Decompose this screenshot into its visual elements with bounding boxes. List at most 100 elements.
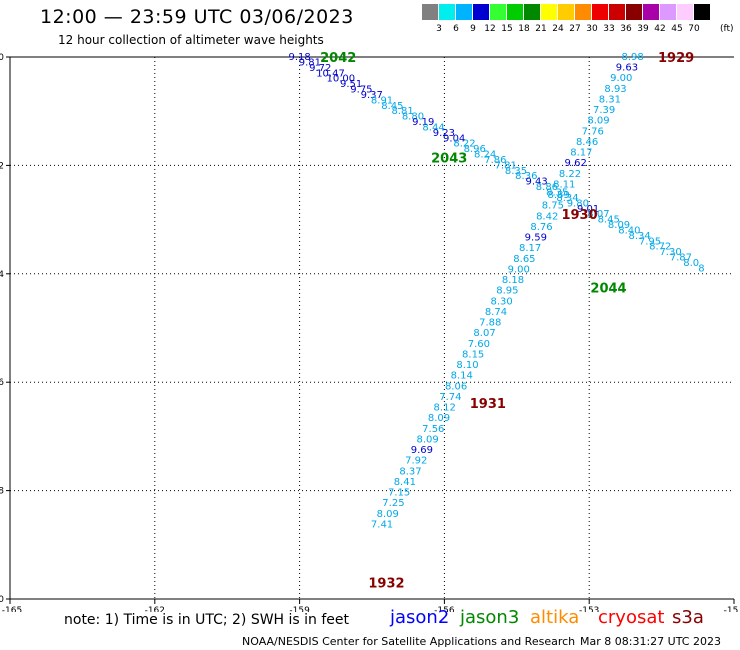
swh-point-track-b: 8.74 — [485, 307, 507, 318]
y-tick-label: -56 — [0, 378, 4, 388]
swh-point-track-b: 9.62 — [565, 158, 587, 169]
legend-s3a: s3a — [672, 607, 704, 628]
swh-point-track-b: 7.39 — [593, 105, 615, 116]
colorbar-label: 33 — [603, 24, 615, 34]
colorbar-swatch — [694, 4, 710, 20]
swh-point-track-b: 7.92 — [405, 456, 427, 467]
swh-point-track-b: 8.09 — [587, 116, 609, 127]
swh-point-track-b: 7.25 — [382, 498, 404, 509]
swh-point-track-b: 7.15 — [388, 488, 410, 499]
swh-point-track-b: 8.75 — [542, 201, 564, 212]
swh-point-track-a: 8.80 — [402, 112, 424, 123]
swh-point-track-b: 8.76 — [530, 222, 552, 233]
swh-point-track-a: 9.37 — [361, 90, 383, 101]
swh-point-track-b: 7.76 — [582, 126, 604, 137]
swh-point-track-a: 8.07 — [587, 209, 609, 220]
swh-point-track-a: 8.45 — [598, 215, 620, 226]
swh-point-track-a: 8.44 — [422, 122, 444, 133]
x-tick-label: -156 — [434, 606, 455, 612]
page-subtitle: 12 hour collection of altimeter wave hei… — [58, 33, 324, 47]
swh-point-track-b: 7.60 — [468, 339, 490, 350]
swh-point-track-b: 8.17 — [570, 148, 592, 159]
swh-point-track-a: 8.40 — [618, 225, 640, 236]
swh-point-track-a: 10.00 — [326, 74, 355, 85]
swh-point-track-b: 8.14 — [451, 371, 473, 382]
swh-point-track-b: 8.15 — [462, 349, 484, 360]
swh-point-track-a: 7.95 — [639, 236, 661, 247]
swh-point-track-a: 8.81 — [392, 106, 414, 117]
y-tick-label: -52 — [0, 161, 4, 171]
colorbar-label: 39 — [637, 24, 649, 34]
swh-point-track-b: 8.18 — [502, 275, 524, 286]
x-tick-label: -165 — [2, 606, 22, 612]
altimeter-plot: -165 -162 -159 -156 -153 -15 -50 -52 -54 -56 -58 -6… — [0, 51, 739, 612]
swh-point-track-b: 9.69 — [411, 445, 433, 456]
colorbar-label: 18 — [518, 24, 530, 34]
colorbar-label: 42 — [654, 24, 666, 34]
swh-point-track-b: 8.37 — [399, 466, 421, 477]
swh-point-track-b: 8.10 — [456, 360, 478, 371]
swh-point-track-a: 8.91 — [371, 95, 393, 106]
swh-point-track-b: 7.56 — [422, 424, 444, 435]
y-tick-label: -50 — [0, 53, 4, 63]
swh-point-track-a: 8.36 — [515, 171, 537, 182]
swh-point-track-a: 7.30 — [659, 247, 681, 258]
swh-point-track-a: 8.24 — [474, 150, 496, 161]
colorbar-swatch — [524, 4, 540, 20]
colorbar-swatch — [609, 4, 625, 20]
colorbar-label: 6 — [453, 24, 459, 34]
swh-point-track-a: 9.01 — [577, 204, 599, 215]
swh-point-track-a: 9.18 — [288, 52, 310, 63]
swh-point-track-a: 8.86 — [536, 182, 558, 193]
swh-point-track-a: 8.35 — [505, 166, 527, 177]
swh-point-track-a: 8.72 — [649, 242, 671, 253]
swh-point-track-a: 7.81 — [495, 160, 517, 171]
colorbar-swatch — [677, 4, 693, 20]
colorbar-label: 70 — [688, 24, 700, 34]
legend-altika: altika — [530, 607, 580, 628]
swh-point-track-a: 9.43 — [525, 177, 547, 188]
colorbar-swatch — [439, 4, 455, 20]
swh-point-track-a: 8.22 — [453, 139, 475, 150]
colorbar-label: 12 — [484, 24, 496, 34]
colorbar-swatch — [541, 4, 557, 20]
colorbar-swatch — [626, 4, 642, 20]
x-tick-label: -15 — [724, 606, 739, 612]
swh-point-track-a: 9.72 — [309, 63, 331, 74]
colorbar-label: 21 — [535, 24, 547, 34]
swh-point-track-a: 7.86 — [484, 155, 506, 166]
swh-point-track-b: 8.06 — [445, 381, 467, 392]
pass-time-label: 1930 — [561, 208, 597, 223]
swh-point-track-a: 9.19 — [412, 117, 434, 128]
swh-point-track-b: 8.93 — [604, 84, 626, 95]
swh-point-track-a: 8.0 — [683, 258, 699, 269]
swh-point-track-b: 7.88 — [479, 318, 501, 329]
legend-jason3: jason3 — [460, 607, 520, 628]
swh-point-track-a: 8.35 — [546, 188, 568, 199]
swh-point-track-a: 7.87 — [670, 253, 692, 264]
swh-point-track-b: 8.22 — [559, 169, 581, 180]
swh-point-track-b: 8.07 — [473, 328, 495, 339]
colorbar-label: 9 — [470, 24, 476, 34]
colorbar-label: 27 — [569, 24, 581, 34]
x-tick-label: -162 — [145, 606, 165, 612]
swh-point-track-b: 8.95 — [496, 286, 518, 297]
swh-point-track-a: 8.96 — [464, 144, 486, 155]
colorbar-label: 3 — [436, 24, 442, 34]
page-title: 12:00 — 23:59 UTC 03/06/2023 — [40, 6, 354, 28]
colorbar-label: 30 — [586, 24, 598, 34]
swh-point-track-b: 8.65 — [513, 254, 535, 265]
swh-point-track-a: 9.23 — [433, 128, 455, 139]
swh-point-track-a: 9.04 — [443, 133, 465, 144]
swh-point-track-b: 8.30 — [491, 296, 513, 307]
colorbar-swatch — [473, 4, 489, 20]
colorbar-swatch — [592, 4, 608, 20]
swh-point-track-b: 8.42 — [536, 211, 558, 222]
colorbar-swatch — [575, 4, 591, 20]
generated-timestamp: Mar 8 08:31:27 UTC 2023 — [580, 635, 721, 648]
legend-cryosat: cryosat — [598, 607, 665, 628]
pass-time-label: 2044 — [590, 281, 626, 296]
swh-point-track-a: 8.34 — [556, 193, 578, 204]
x-tick-label: -153 — [579, 606, 599, 612]
swh-point-track-b: 8.12 — [434, 403, 456, 414]
